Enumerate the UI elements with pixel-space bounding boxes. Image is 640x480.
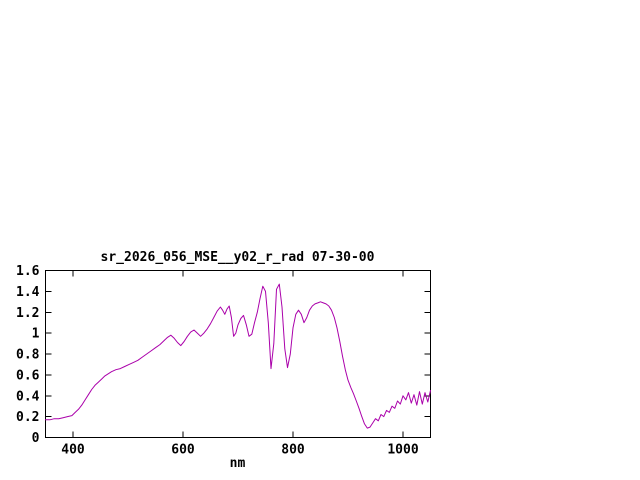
chart-title: sr_2026_056_MSE__y02_r_rad 07-30-00 (101, 250, 375, 265)
y-tick-label: 1.4 (16, 285, 40, 300)
x-tick-label: 400 (61, 443, 85, 458)
y-tick-label: 0.4 (16, 389, 40, 404)
y-tick-label: 0 (32, 431, 40, 446)
y-tick-label: 1.6 (16, 264, 40, 279)
y-tick-label: 0.6 (16, 368, 40, 383)
y-tick-label: 0.8 (16, 348, 40, 363)
x-tick-label: 800 (281, 443, 305, 458)
y-tick-label: 1 (32, 327, 40, 342)
x-tick-label: 600 (171, 443, 195, 458)
data-series-line (45, 283, 431, 429)
plot-area: 400 600 800 1000 0 0.2 0.4 0.6 0.8 1 1.2 1.4 1.6 (16, 264, 431, 458)
y-tick-label: 0.2 (16, 410, 39, 425)
x-tick-label: 1000 (387, 443, 418, 458)
plot-border (45, 270, 431, 438)
x-axis-label: nm (230, 456, 246, 471)
y-tick-label: 1.2 (16, 306, 39, 321)
